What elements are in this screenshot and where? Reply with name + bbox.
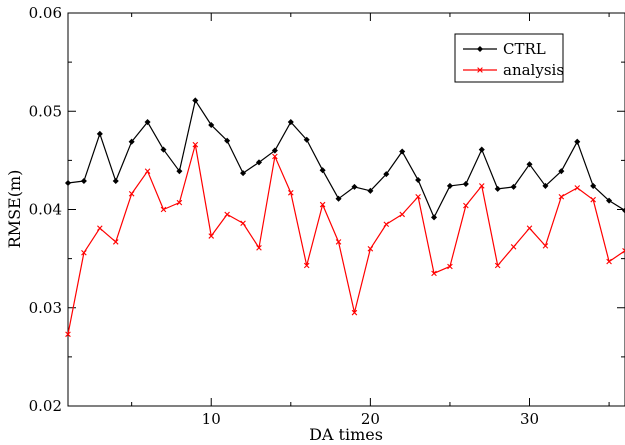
y-tick-label: 0.03 — [29, 299, 62, 317]
data-point-analysis — [256, 245, 262, 251]
y-tick-label: 0.04 — [29, 201, 62, 219]
data-point-analysis — [447, 263, 453, 270]
data-point-ctrl — [574, 138, 581, 145]
data-point-analysis — [192, 141, 199, 148]
data-point-analysis — [510, 244, 517, 250]
data-point-ctrl — [542, 182, 549, 189]
data-point-ctrl — [271, 147, 278, 154]
data-point-analysis — [526, 225, 533, 231]
legend-label-analysis: analysis — [503, 61, 564, 79]
data-point-ctrl — [224, 137, 231, 144]
data-point-ctrl — [431, 214, 438, 221]
data-point-ctrl — [446, 182, 453, 189]
x-tick-label: 30 — [520, 410, 539, 428]
data-point-ctrl — [462, 180, 469, 187]
data-point-analysis — [590, 196, 596, 203]
data-point-ctrl — [399, 148, 406, 155]
data-point-ctrl — [606, 197, 613, 204]
series-layer — [64, 97, 625, 338]
series-line-analysis — [67, 144, 625, 335]
series-analysis — [65, 141, 625, 338]
data-point-analysis — [463, 202, 469, 209]
y-axis-title: RMSE(m) — [5, 170, 24, 249]
legend-label-ctrl: CTRL — [503, 40, 546, 58]
axis-ticks — [68, 12, 625, 407]
data-point-analysis — [240, 220, 246, 227]
data-point-ctrl — [526, 161, 533, 168]
data-point-ctrl — [208, 121, 215, 129]
series-line-ctrl — [67, 99, 625, 218]
data-point-analysis — [622, 247, 625, 254]
data-point-ctrl — [96, 130, 103, 137]
data-point-analysis — [128, 190, 135, 197]
y-tick-label: 0.06 — [29, 4, 62, 22]
data-point-ctrl — [112, 177, 119, 185]
data-point-ctrl — [64, 179, 72, 186]
data-point-ctrl — [558, 168, 565, 175]
series-ctrl — [64, 97, 625, 221]
x-tick-label: 20 — [361, 410, 380, 428]
data-point-ctrl — [335, 195, 342, 202]
y-tick-label: 0.02 — [29, 397, 62, 415]
data-point-ctrl — [303, 136, 310, 143]
data-point-ctrl — [192, 97, 199, 104]
data-point-analysis — [288, 190, 294, 196]
data-point-ctrl — [415, 177, 422, 184]
data-point-analysis — [97, 225, 103, 231]
x-axis-title: DA times — [309, 425, 383, 444]
legend: CTRL analysis — [454, 33, 564, 83]
data-point-analysis — [176, 199, 183, 206]
data-point-analysis — [399, 211, 405, 218]
data-point-ctrl — [351, 183, 358, 190]
legend-box — [454, 33, 564, 83]
data-point-ctrl — [287, 119, 294, 126]
data-point-ctrl — [80, 177, 87, 185]
data-point-analysis — [415, 193, 421, 200]
data-point-analysis — [383, 221, 390, 228]
data-point-analysis — [144, 168, 151, 174]
data-point-analysis — [160, 206, 167, 213]
data-point-analysis — [319, 201, 326, 208]
data-point-analysis — [574, 185, 581, 191]
data-point-ctrl — [176, 168, 183, 175]
data-point-ctrl — [478, 146, 485, 153]
data-point-analysis — [81, 249, 87, 256]
data-point-analysis — [367, 246, 374, 252]
data-point-analysis — [542, 243, 549, 249]
data-point-ctrl — [144, 119, 151, 126]
data-point-analysis — [112, 239, 119, 245]
legend-marker-analysis — [477, 67, 483, 73]
data-point-analysis — [431, 270, 437, 277]
data-point-analysis — [303, 262, 310, 269]
data-point-analysis — [335, 239, 342, 245]
data-point-ctrl — [383, 171, 390, 178]
data-point-ctrl — [319, 167, 326, 174]
data-point-ctrl — [590, 182, 597, 189]
y-tick-label: 0.05 — [29, 102, 62, 120]
data-point-analysis — [224, 211, 230, 218]
data-point-ctrl — [128, 138, 135, 145]
legend-marker-ctrl — [476, 45, 484, 53]
data-point-ctrl — [255, 159, 262, 166]
data-point-analysis — [606, 258, 612, 265]
data-point-ctrl — [240, 170, 247, 177]
legend-marker-analysis — [477, 67, 483, 73]
data-point-ctrl — [510, 183, 517, 190]
data-point-analysis — [272, 153, 278, 160]
legend-marker-ctrl — [476, 45, 484, 53]
data-point-ctrl — [160, 146, 167, 153]
data-point-analysis — [351, 309, 358, 316]
x-tick-label: 10 — [202, 410, 221, 428]
data-point-ctrl — [621, 207, 625, 214]
data-point-ctrl — [494, 185, 501, 192]
data-point-analysis — [478, 183, 485, 189]
data-point-analysis — [558, 193, 565, 200]
data-point-ctrl — [367, 187, 374, 194]
data-point-analysis — [208, 233, 215, 239]
data-point-analysis — [65, 331, 71, 338]
data-point-analysis — [494, 262, 501, 269]
